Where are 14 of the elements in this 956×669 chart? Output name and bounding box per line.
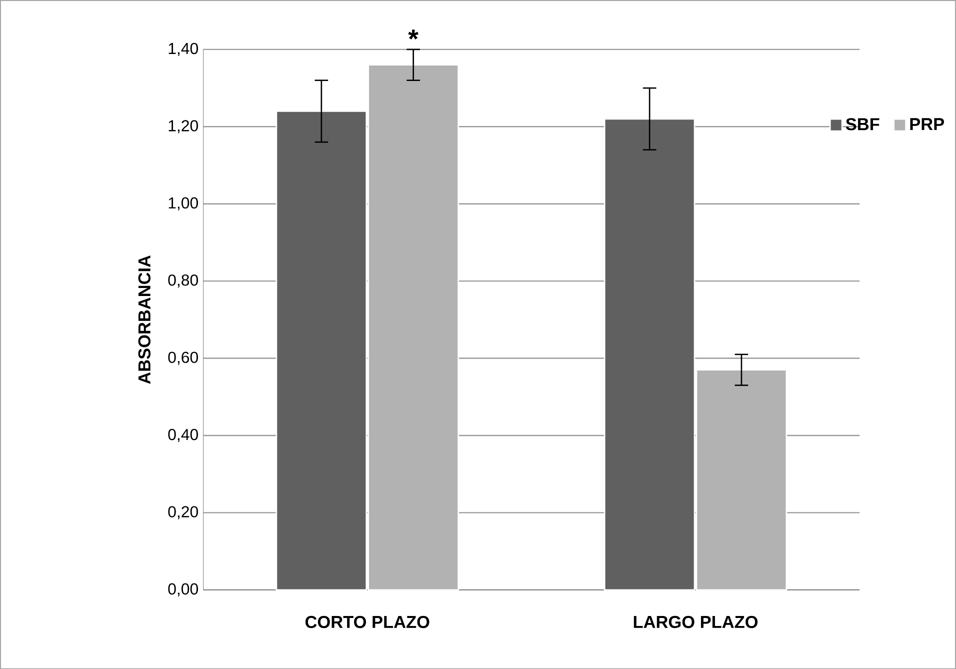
text: * xyxy=(408,29,418,40)
y-axis-title: ABSORBANCIA xyxy=(138,255,151,384)
y-tick-label: 0,00 xyxy=(168,583,198,596)
legend-label: SBF xyxy=(846,118,880,130)
y-tick-label: 0,20 xyxy=(168,506,198,520)
x-tick-label: LARGO PLAZO xyxy=(634,616,758,628)
y-tick-label: 1,20 xyxy=(168,120,198,134)
y-tick-label: 0,60 xyxy=(168,352,198,365)
legend-label: PRP xyxy=(910,118,944,130)
y-tick-label: 0,40 xyxy=(168,428,198,442)
y-tick-label: 0,80 xyxy=(168,274,198,288)
y-tick-label: 1,40 xyxy=(168,42,198,56)
x-tick-label: CORTO PLAZO xyxy=(305,616,430,628)
y-tick-label: 1,00 xyxy=(168,197,198,210)
